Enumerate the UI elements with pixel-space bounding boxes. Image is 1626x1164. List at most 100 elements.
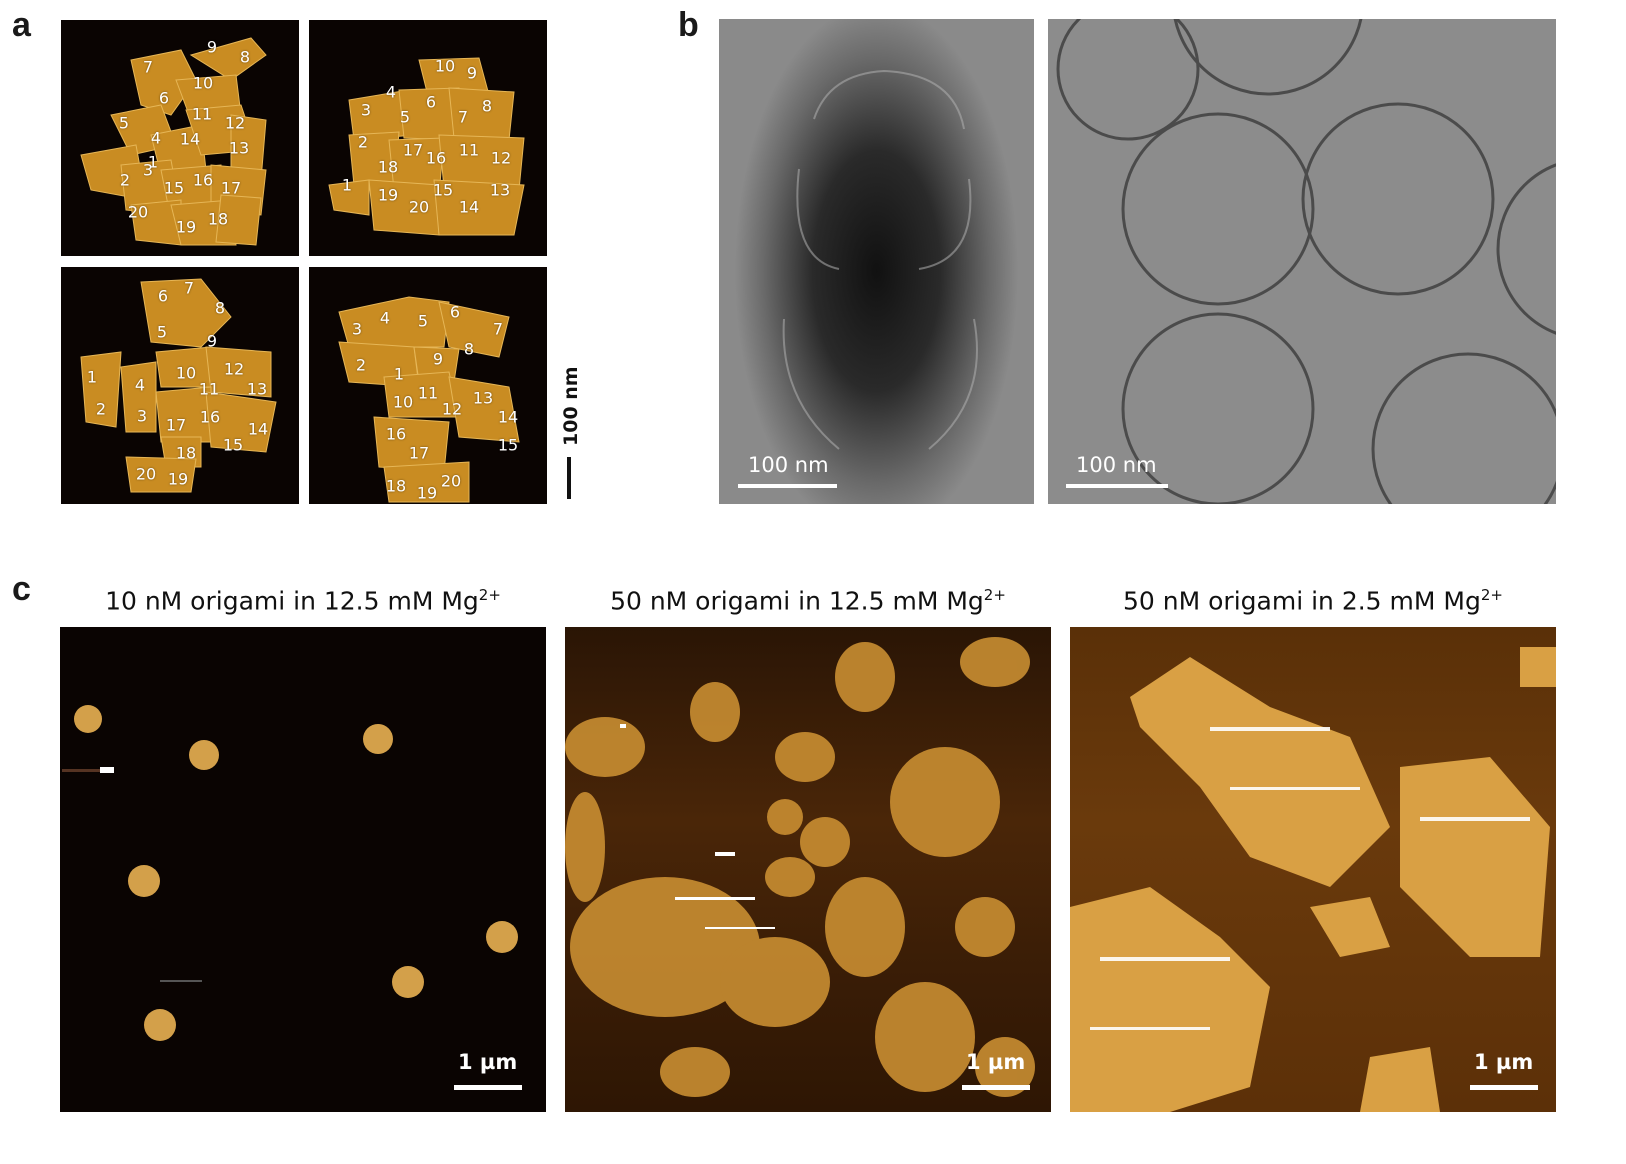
tile-number: 6 (157, 286, 169, 306)
panel-letter-b: b (678, 6, 699, 44)
scale-bar-a (567, 457, 571, 499)
tile-number: 20 (127, 202, 149, 222)
origami-clusters-c1 (62, 705, 518, 1041)
tile-number: 4 (150, 128, 162, 148)
tile-number: 6 (158, 88, 170, 108)
tem-image-b2: 100 nm (1048, 19, 1556, 504)
tile-number: 10 (192, 73, 214, 93)
tile-number: 12 (441, 399, 463, 419)
afm-image-c3: 1 µm (1070, 627, 1556, 1112)
tile-number: 3 (360, 100, 372, 120)
tile-number: 18 (207, 209, 229, 229)
tile-number: 19 (416, 483, 438, 503)
tile-number: 18 (175, 443, 197, 463)
tile-number: 6 (449, 302, 461, 322)
tile-number: 3 (142, 160, 154, 180)
panel-c2-title: 50 nM origami in 12.5 mM Mg2+ (610, 586, 1006, 616)
tile-number: 9 (466, 63, 478, 83)
tile-number: 19 (167, 469, 189, 489)
scale-bar-c1 (454, 1085, 522, 1090)
afm-image-a3: 1 2 3 4 5 6 7 8 9 10 11 12 13 14 15 16 1… (61, 267, 299, 504)
tile-number: 11 (458, 140, 480, 160)
scale-label-b2: 100 nm (1076, 453, 1157, 477)
tile-number: 10 (434, 56, 456, 76)
tile-number: 13 (228, 138, 250, 158)
scale-label-c3: 1 µm (1474, 1050, 1534, 1074)
origami-cluster-a4 (338, 296, 520, 503)
tile-number: 9 (206, 37, 218, 57)
panel-c1-title: 10 nM origami in 12.5 mM Mg2+ (105, 586, 501, 616)
tile-number: 1 (341, 175, 353, 195)
tem-image-b1: 100 nm (719, 19, 1034, 504)
tile-number: 17 (165, 415, 187, 435)
afm-image-a4: 1 2 3 4 5 6 7 8 9 10 11 12 13 14 15 16 1… (309, 267, 547, 504)
tile-number: 11 (191, 104, 213, 124)
afm-image-a2: 1 2 3 4 5 6 7 8 9 10 11 12 13 14 15 16 1… (309, 20, 547, 256)
tile-number: 13 (472, 388, 494, 408)
scale-label-a: 100 nm (560, 366, 582, 446)
tile-number: 17 (408, 443, 430, 463)
scale-bar-c3 (1470, 1085, 1538, 1090)
tile-number: 1 (86, 367, 98, 387)
panel-letter-a: a (12, 6, 31, 44)
scale-label-c1: 1 µm (458, 1050, 518, 1074)
tile-number: 4 (379, 308, 391, 328)
tile-number: 15 (432, 180, 454, 200)
origami-cluster-a1 (80, 37, 267, 246)
tile-number: 16 (192, 170, 214, 190)
scale-label-c2: 1 µm (966, 1050, 1026, 1074)
tile-number: 20 (408, 197, 430, 217)
vesicle-outline-b1 (782, 69, 978, 450)
tile-number: 17 (220, 178, 242, 198)
tile-number: 5 (399, 107, 411, 127)
scale-label-b1: 100 nm (748, 453, 829, 477)
tile-number: 3 (136, 406, 148, 426)
scale-bar-b1 (738, 484, 837, 488)
tile-number: 16 (385, 424, 407, 444)
tile-number: 2 (95, 399, 107, 419)
tile-number: 16 (425, 148, 447, 168)
vesicle-circles-b2 (1056, 19, 1556, 504)
tile-number: 7 (492, 319, 504, 339)
tile-number: 15 (163, 178, 185, 198)
tile-number: 8 (481, 96, 493, 116)
tile-number: 12 (490, 148, 512, 168)
tile-number: 11 (417, 383, 439, 403)
origami-clusters-c2 (565, 637, 1035, 1097)
tile-number: 10 (392, 392, 414, 412)
tile-number: 8 (463, 339, 475, 359)
tile-number: 16 (199, 407, 221, 427)
origami-clusters-c3 (1070, 647, 1556, 1112)
tile-number: 11 (198, 379, 220, 399)
tile-number: 2 (357, 132, 369, 152)
tile-number: 14 (179, 129, 201, 149)
tile-number: 7 (142, 57, 154, 77)
tile-number: 19 (175, 217, 197, 237)
tile-number: 5 (417, 311, 429, 331)
tile-number: 18 (377, 157, 399, 177)
origami-cluster-a3 (80, 278, 277, 493)
tile-number: 9 (206, 331, 218, 351)
tile-number: 1 (147, 152, 159, 172)
tile-number: 7 (457, 107, 469, 127)
tile-number: 8 (239, 47, 251, 67)
tile-number: 13 (489, 180, 511, 200)
tile-number: 4 (134, 375, 146, 395)
origami-cluster-a2 (328, 57, 525, 236)
tile-number: 9 (432, 349, 444, 369)
tile-number: 19 (377, 185, 399, 205)
afm-image-a1: 1 2 3 4 5 6 7 8 9 10 11 12 13 14 15 16 1… (61, 20, 299, 256)
tile-number: 12 (223, 359, 245, 379)
tile-number: 14 (497, 407, 519, 427)
tile-number: 2 (119, 170, 131, 190)
panel-c3-title: 50 nM origami in 2.5 mM Mg2+ (1123, 586, 1503, 616)
tile-number: 5 (156, 322, 168, 342)
tile-number: 15 (222, 435, 244, 455)
afm-image-c2: 1 µm (565, 627, 1051, 1112)
tile-number: 12 (224, 113, 246, 133)
tile-number: 2 (355, 355, 367, 375)
tile-number: 4 (385, 82, 397, 102)
scale-bar-b2 (1066, 484, 1168, 488)
tile-number: 5 (118, 113, 130, 133)
tile-number: 18 (385, 476, 407, 496)
